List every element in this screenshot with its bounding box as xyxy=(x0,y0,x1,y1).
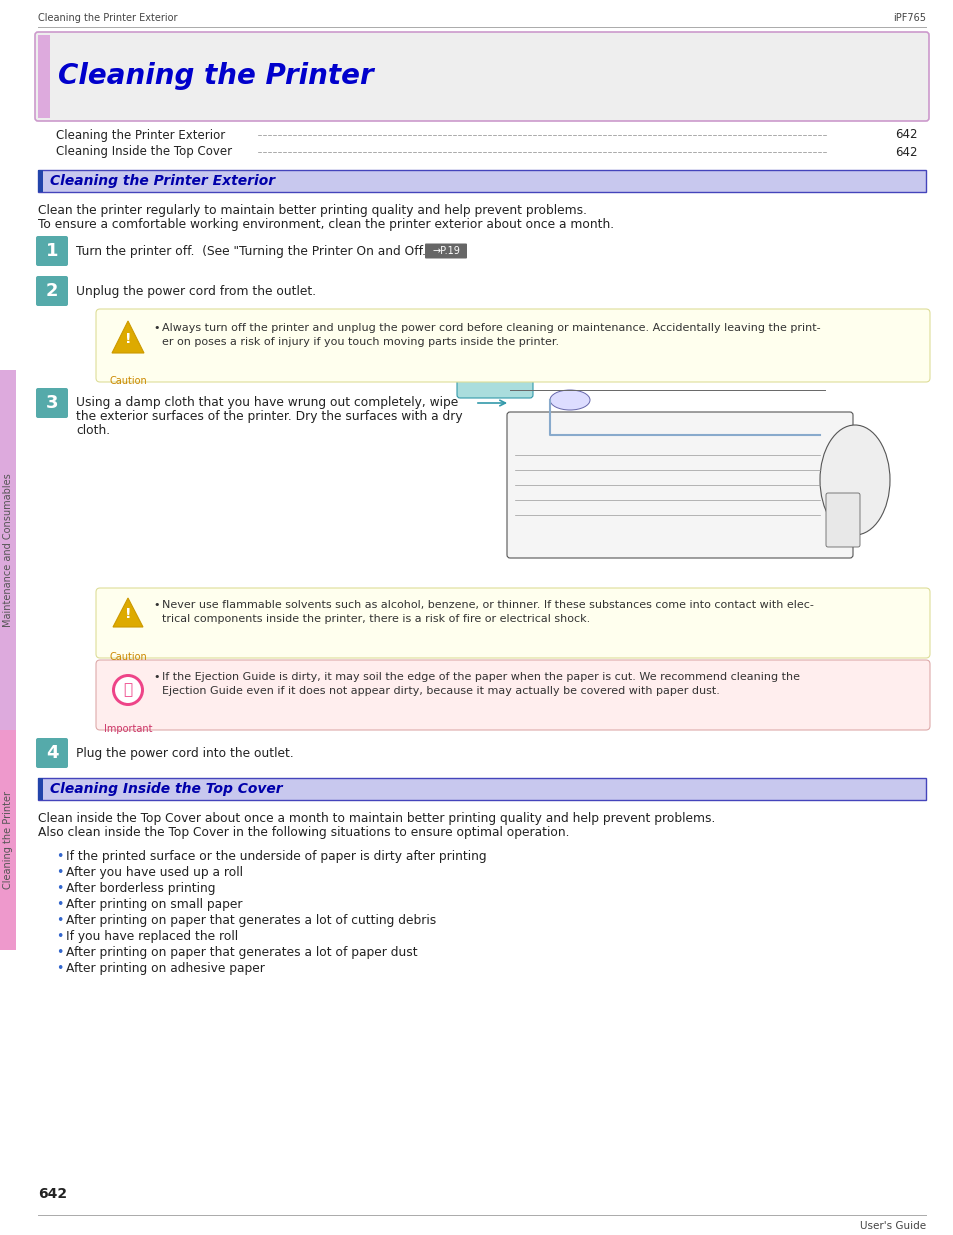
FancyBboxPatch shape xyxy=(825,493,859,547)
FancyBboxPatch shape xyxy=(456,372,533,398)
Ellipse shape xyxy=(550,390,589,410)
Text: After you have used up a roll: After you have used up a roll xyxy=(66,866,243,879)
Text: Cleaning the Printer Exterior: Cleaning the Printer Exterior xyxy=(50,174,274,188)
Text: Clean inside the Top Cover about once a month to maintain better printing qualit: Clean inside the Top Cover about once a … xyxy=(38,811,715,825)
Text: Maintenance and Consumables: Maintenance and Consumables xyxy=(3,473,13,627)
FancyBboxPatch shape xyxy=(96,588,929,658)
Ellipse shape xyxy=(820,425,889,535)
Text: Ejection Guide even if it does not appear dirty, because it may actually be cove: Ejection Guide even if it does not appea… xyxy=(162,685,720,697)
Text: !: ! xyxy=(125,606,132,621)
FancyBboxPatch shape xyxy=(506,412,852,558)
FancyBboxPatch shape xyxy=(96,309,929,382)
Text: If you have replaced the roll: If you have replaced the roll xyxy=(66,930,238,944)
Text: the exterior surfaces of the printer. Dry the surfaces with a dry: the exterior surfaces of the printer. Dr… xyxy=(76,410,462,424)
Text: iPF765: iPF765 xyxy=(892,14,925,23)
Text: 2: 2 xyxy=(46,282,58,300)
Bar xyxy=(38,170,925,191)
Text: Caution: Caution xyxy=(109,375,147,387)
Text: After printing on paper that generates a lot of cutting debris: After printing on paper that generates a… xyxy=(66,914,436,927)
Text: 3: 3 xyxy=(46,394,58,412)
Circle shape xyxy=(112,674,144,706)
Text: After printing on paper that generates a lot of paper dust: After printing on paper that generates a… xyxy=(66,946,417,960)
Text: •: • xyxy=(56,914,63,927)
Text: Always turn off the printer and unplug the power cord before cleaning or mainten: Always turn off the printer and unplug t… xyxy=(162,324,820,333)
Text: •: • xyxy=(152,324,159,333)
Text: Clean the printer regularly to maintain better printing quality and help prevent: Clean the printer regularly to maintain … xyxy=(38,204,586,217)
Text: •: • xyxy=(56,882,63,895)
Polygon shape xyxy=(112,321,144,353)
Text: Also clean inside the Top Cover in the following situations to ensure optimal op: Also clean inside the Top Cover in the f… xyxy=(38,826,569,839)
Text: Using a damp cloth that you have wrung out completely, wipe: Using a damp cloth that you have wrung o… xyxy=(76,396,457,409)
Text: er on poses a risk of injury if you touch moving parts inside the printer.: er on poses a risk of injury if you touc… xyxy=(162,337,558,347)
Bar xyxy=(38,35,50,119)
Bar xyxy=(0,370,16,730)
FancyBboxPatch shape xyxy=(96,659,929,730)
Text: Plug the power cord into the outlet.: Plug the power cord into the outlet. xyxy=(76,746,294,760)
Text: If the printed surface or the underside of paper is dirty after printing: If the printed surface or the underside … xyxy=(66,850,486,863)
Text: Cleaning Inside the Top Cover: Cleaning Inside the Top Cover xyxy=(56,146,232,158)
Text: 642: 642 xyxy=(895,128,917,142)
Text: Important: Important xyxy=(104,724,152,734)
Text: After borderless printing: After borderless printing xyxy=(66,882,215,895)
Text: Cleaning the Printer Exterior: Cleaning the Printer Exterior xyxy=(56,128,225,142)
Text: User's Guide: User's Guide xyxy=(859,1221,925,1231)
Text: After printing on small paper: After printing on small paper xyxy=(66,898,242,911)
Text: •: • xyxy=(152,600,159,610)
Text: Turn the printer off.  (See "Turning the Printer On and Off."): Turn the printer off. (See "Turning the … xyxy=(76,245,436,258)
Text: •: • xyxy=(56,930,63,944)
Text: •: • xyxy=(56,850,63,863)
FancyBboxPatch shape xyxy=(36,388,68,417)
Text: →P.19: →P.19 xyxy=(432,246,459,256)
Text: •: • xyxy=(56,866,63,879)
Text: •: • xyxy=(56,946,63,960)
Text: Caution: Caution xyxy=(109,652,147,662)
Text: Cleaning Inside the Top Cover: Cleaning Inside the Top Cover xyxy=(50,782,282,797)
Text: •: • xyxy=(56,898,63,911)
FancyBboxPatch shape xyxy=(36,236,68,266)
FancyBboxPatch shape xyxy=(36,275,68,306)
Text: 4: 4 xyxy=(46,743,58,762)
Text: Never use flammable solvents such as alcohol, benzene, or thinner. If these subs: Never use flammable solvents such as alc… xyxy=(162,600,813,610)
Text: 642: 642 xyxy=(895,146,917,158)
Bar xyxy=(38,778,43,800)
Text: •: • xyxy=(56,962,63,974)
FancyBboxPatch shape xyxy=(35,32,928,121)
Text: If the Ejection Guide is dirty, it may soil the edge of the paper when the paper: If the Ejection Guide is dirty, it may s… xyxy=(162,672,800,682)
Text: •: • xyxy=(152,672,159,682)
Text: After printing on adhesive paper: After printing on adhesive paper xyxy=(66,962,265,974)
Bar xyxy=(38,778,925,800)
Text: !: ! xyxy=(125,332,132,346)
Text: Cleaning the Printer Exterior: Cleaning the Printer Exterior xyxy=(38,14,177,23)
Text: cloth.: cloth. xyxy=(76,424,110,437)
Text: 642: 642 xyxy=(38,1187,67,1200)
Text: ✋: ✋ xyxy=(123,683,132,698)
Text: 1: 1 xyxy=(46,242,58,261)
Text: Cleaning the Printer: Cleaning the Printer xyxy=(58,63,374,90)
Bar xyxy=(38,170,43,191)
Text: Cleaning the Printer: Cleaning the Printer xyxy=(3,790,13,889)
Text: Unplug the power cord from the outlet.: Unplug the power cord from the outlet. xyxy=(76,284,315,298)
Text: trical components inside the printer, there is a risk of fire or electrical shoc: trical components inside the printer, th… xyxy=(162,614,590,624)
Bar xyxy=(0,730,16,950)
Polygon shape xyxy=(112,598,143,627)
FancyBboxPatch shape xyxy=(36,739,68,768)
Text: To ensure a comfortable working environment, clean the printer exterior about on: To ensure a comfortable working environm… xyxy=(38,219,614,231)
FancyBboxPatch shape xyxy=(424,243,467,258)
Circle shape xyxy=(115,677,141,703)
